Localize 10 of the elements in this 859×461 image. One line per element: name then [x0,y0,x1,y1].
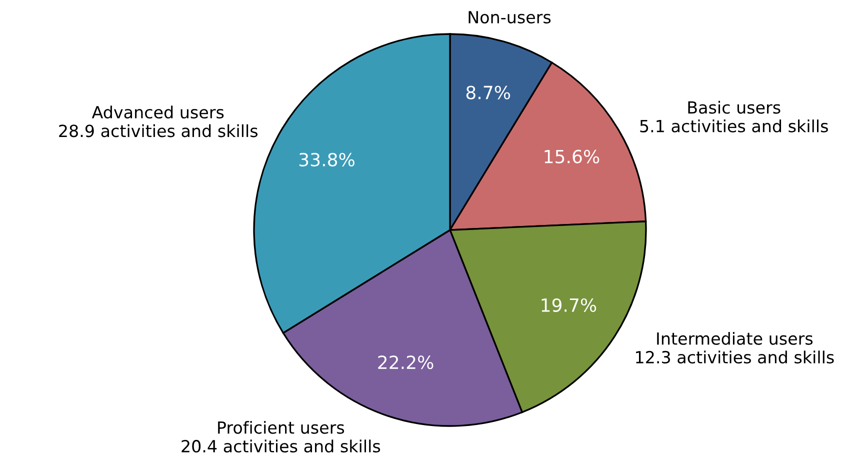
slice-label: Non-users [468,11,551,24]
data-label: 22.2% [378,356,434,370]
data-label: 19.7% [542,298,596,312]
data-label: 8.7% [466,86,510,100]
slice-label: Proficient users 20.4 activities and skills [182,420,380,453]
data-label: 15.6% [544,150,600,164]
slice-label: Intermediate users 12.3 activities and skills [636,332,834,364]
data-label: 33.8% [299,152,354,166]
slice-label: Basic users 5.1 activities and skills [640,100,828,132]
slice-label: Advanced users 28.9 activities and skills [59,106,258,138]
